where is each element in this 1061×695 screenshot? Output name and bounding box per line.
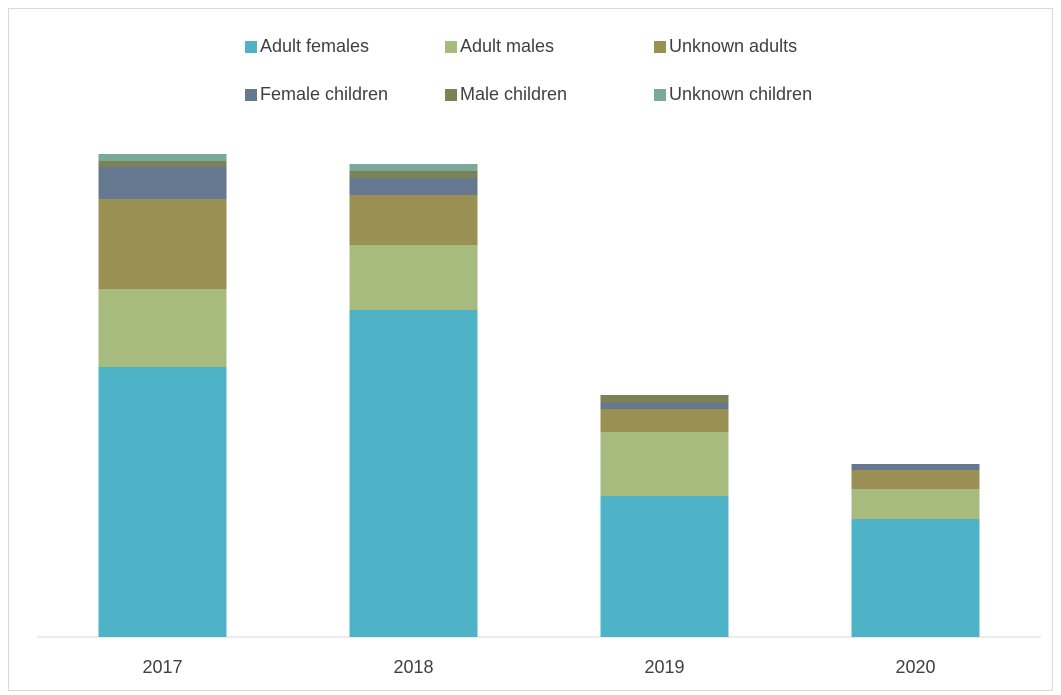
bar-segment [851, 489, 980, 519]
legend-label: Adult males [460, 36, 554, 56]
bar-segment [98, 161, 227, 167]
bar-segment [98, 367, 227, 637]
x-tick-label: 2019 [644, 657, 684, 677]
x-tick-label: 2017 [142, 657, 182, 677]
legend-label: Adult females [260, 36, 369, 56]
x-tick-label: 2020 [895, 657, 935, 677]
legend-swatch [445, 41, 457, 53]
bar-segment [600, 395, 729, 403]
bar-segment [600, 496, 729, 637]
legend-swatch [245, 41, 257, 53]
bar-segment [600, 432, 729, 496]
bar-segment [98, 154, 227, 161]
bar-segment [349, 245, 478, 310]
bar-segment [98, 289, 227, 367]
bar-segment [98, 167, 227, 199]
bar-segment [851, 464, 980, 470]
bar-segment [349, 195, 478, 245]
bar-segment [98, 199, 227, 289]
bar-segment [851, 470, 980, 489]
legend-swatch [445, 89, 457, 101]
bar-segment [349, 310, 478, 637]
bar-segment [349, 171, 478, 178]
bar-segment [600, 403, 729, 409]
x-tick-label: 2018 [393, 657, 433, 677]
legend-label: Female children [260, 84, 388, 104]
legend-label: Male children [460, 84, 567, 104]
legend-swatch [654, 41, 666, 53]
bar-segment [349, 164, 478, 171]
bar-segment [600, 409, 729, 432]
legend-swatch [654, 89, 666, 101]
bar-segment [349, 178, 478, 195]
legend-swatch [245, 89, 257, 101]
bar-segment [851, 519, 980, 637]
legend-label: Unknown adults [669, 36, 797, 56]
legend-label: Unknown children [669, 84, 812, 104]
